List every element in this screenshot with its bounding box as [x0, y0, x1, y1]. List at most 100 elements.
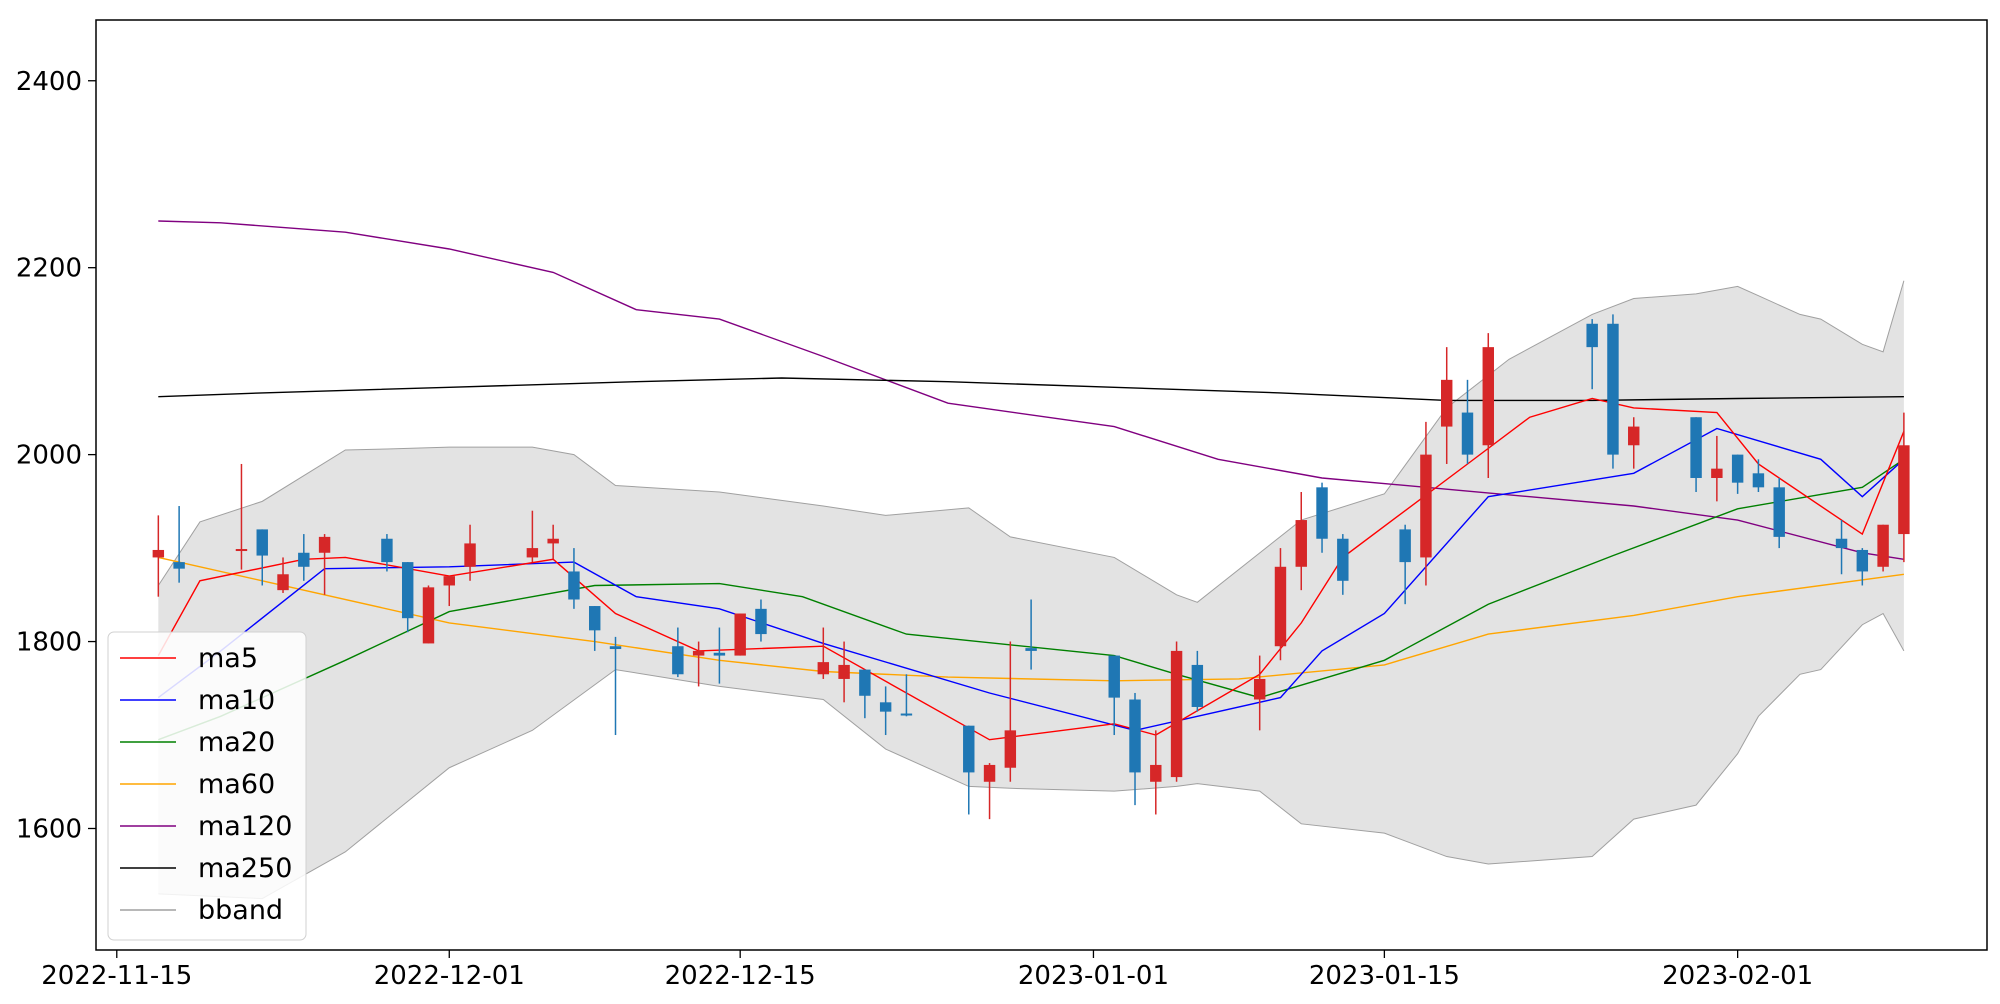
candle-body [1690, 417, 1702, 478]
ma120-line [158, 220, 1905, 560]
candle-body [298, 552, 310, 567]
candle-body [568, 571, 580, 600]
candle-body [256, 529, 268, 556]
axes: 1600 1800 2000 2200 2400 2022-11-15 2022-12-01… [16, 67, 1813, 991]
candle [713, 627, 726, 684]
candle [1856, 548, 1869, 586]
candle-body [1856, 549, 1869, 572]
candle [859, 669, 871, 719]
candle-body [1004, 730, 1017, 768]
candle-body [1461, 412, 1474, 455]
candle [1628, 417, 1640, 469]
y-tick-label: 2200 [16, 254, 82, 284]
candle-body [1586, 323, 1598, 348]
candle [1253, 655, 1266, 731]
y-tick-label: 2400 [16, 67, 82, 97]
candle-body [1482, 347, 1494, 446]
candle-body [900, 713, 913, 716]
candle-body [817, 662, 830, 675]
candle [817, 627, 830, 679]
candle-body [401, 562, 414, 619]
legend-item-ma120: ma120 [120, 811, 292, 842]
bband-lower-line [158, 612, 1905, 900]
candle-body [381, 538, 393, 563]
candle [1399, 524, 1411, 605]
candle [298, 534, 310, 581]
candle-body [755, 608, 767, 635]
candle [734, 613, 746, 656]
candle [1711, 435, 1723, 502]
candle [983, 763, 996, 820]
bband-upper-line [157, 280, 1905, 603]
candle [672, 627, 684, 678]
candle [1170, 641, 1183, 782]
candle [401, 562, 414, 633]
candle [1482, 333, 1494, 478]
candle [443, 576, 455, 607]
candle [1274, 548, 1287, 661]
y-tick-label: 1600 [16, 814, 82, 844]
candle [235, 463, 248, 570]
candle-body [1129, 699, 1141, 773]
candle-body [1253, 678, 1266, 700]
candle-body [1108, 655, 1120, 698]
candle-body [1170, 650, 1183, 778]
legend-item-bband: bband [120, 895, 283, 926]
candle [1752, 459, 1765, 493]
candle-body [734, 613, 746, 656]
candle-body [1711, 468, 1723, 478]
candle-body [879, 702, 892, 712]
candle [568, 548, 580, 609]
candle [879, 686, 892, 736]
candle-body [609, 646, 622, 650]
ma60-line [158, 556, 1904, 682]
candle [1337, 534, 1349, 595]
candle-body [464, 543, 476, 567]
candle [277, 557, 289, 593]
candle-body [1607, 323, 1619, 455]
legend-label: ma10 [198, 685, 275, 716]
y-tick-label: 1800 [16, 628, 82, 658]
candle [1898, 412, 1910, 563]
candle-body [1731, 454, 1744, 483]
candle-body [173, 562, 185, 569]
legend-label: ma20 [198, 727, 275, 758]
candle [1108, 655, 1120, 736]
candle [1835, 520, 1848, 575]
legend-item-ma20: ma20 [120, 727, 275, 758]
legend-label: ma250 [198, 853, 292, 884]
candle [1295, 492, 1307, 591]
candle-body [672, 646, 684, 675]
candle-body [235, 549, 248, 552]
candle-body [1274, 566, 1287, 647]
candle [755, 599, 767, 642]
legend-label: ma5 [198, 643, 258, 674]
candle-body [547, 538, 559, 544]
candle-body [963, 725, 975, 773]
candle [152, 515, 165, 597]
candle-body [1628, 426, 1640, 446]
candle [422, 585, 435, 644]
candle-body [526, 548, 539, 558]
candle [692, 641, 705, 687]
candle [1025, 599, 1037, 670]
candle [318, 534, 331, 595]
candle [609, 636, 622, 736]
candle [1731, 454, 1744, 494]
candle-body [1295, 520, 1307, 567]
candle-body [692, 650, 705, 656]
candle-body [152, 549, 165, 558]
x-tick-label: 2022-12-15 [665, 961, 816, 991]
candle [1586, 319, 1598, 390]
candle [1004, 641, 1017, 782]
candle [1461, 379, 1474, 464]
x-tick-label: 2023-01-15 [1309, 961, 1460, 991]
candle-body [1877, 524, 1889, 567]
x-tick-label: 2023-02-01 [1662, 961, 1813, 991]
candle-body [443, 576, 455, 586]
candle-body [277, 574, 289, 591]
candle [900, 674, 913, 717]
candle [1129, 692, 1141, 806]
candle-body [838, 664, 850, 679]
